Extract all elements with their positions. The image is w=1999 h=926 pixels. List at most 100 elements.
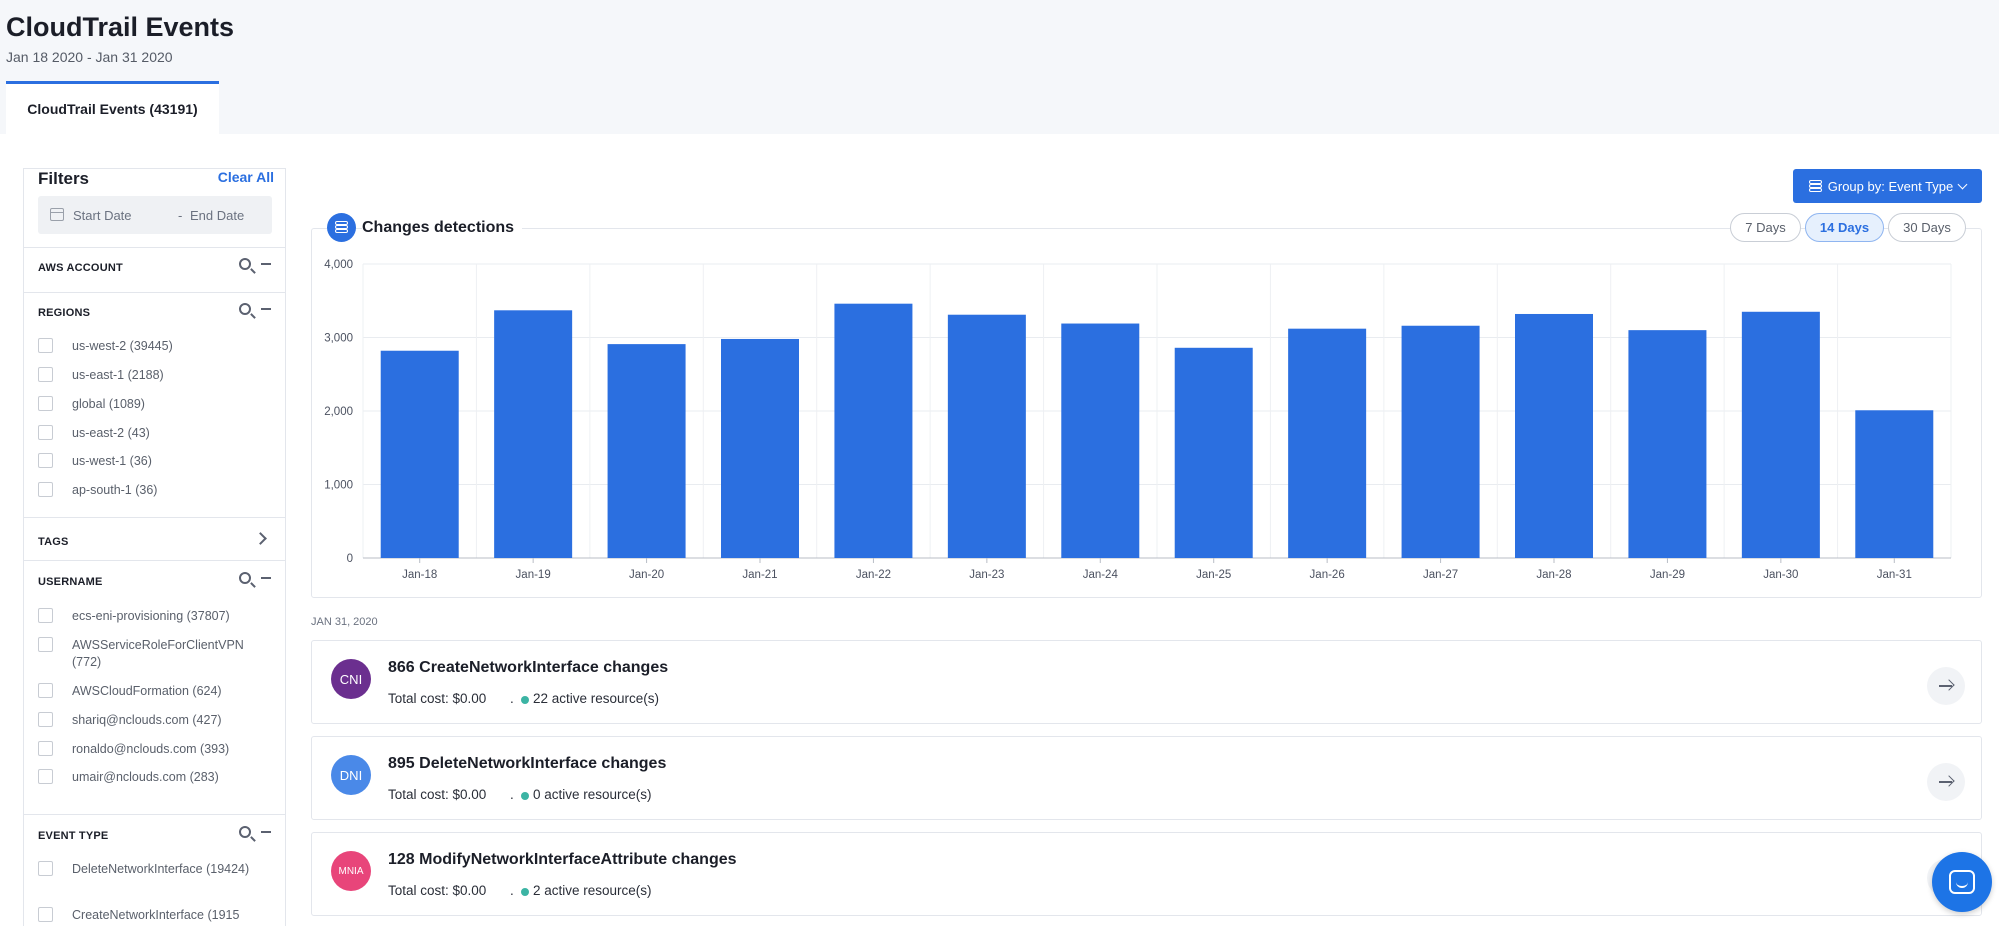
end-date-input[interactable]: End Date <box>190 208 245 223</box>
search-icon[interactable] <box>239 303 251 315</box>
event-card[interactable]: DNI 895 DeleteNetworkInterface changes T… <box>311 736 1982 820</box>
x-tick-label: Jan-21 <box>742 569 777 581</box>
chevron-right-icon[interactable] <box>254 532 267 545</box>
event-avatar: CNI <box>331 659 371 699</box>
bar <box>1741 311 1820 558</box>
checkbox[interactable] <box>38 637 53 652</box>
layers-icon <box>1808 179 1822 193</box>
event-resources: 0 active resource(s) <box>533 787 652 802</box>
section-tools <box>239 572 273 588</box>
event-cost: Total cost: $0.00 <box>388 883 487 898</box>
date-range-picker[interactable]: Start Date - End Date <box>38 196 272 234</box>
chat-launcher-button[interactable] <box>1932 852 1992 912</box>
arrow-right-icon <box>1939 781 1952 783</box>
filter-section-event-type: EVENT TYPE DeleteNetworkInterface (19424… <box>24 814 285 926</box>
event-card[interactable]: MNIA 128 ModifyNetworkInterfaceAttribute… <box>311 832 1982 916</box>
x-tick-label: Jan-18 <box>402 569 437 581</box>
x-tick-label: Jan-29 <box>1650 569 1685 581</box>
bar <box>494 310 573 558</box>
collapse-icon[interactable] <box>261 831 271 833</box>
event-avatar: MNIA <box>331 851 371 891</box>
checkbox[interactable] <box>38 683 53 698</box>
checkbox[interactable] <box>38 608 53 623</box>
bar <box>1855 410 1934 558</box>
date-separator: - <box>178 208 183 223</box>
x-tick-label: Jan-25 <box>1196 569 1231 581</box>
status-dot <box>521 888 529 896</box>
event-meta: Total cost: $0.00 . 2 active resource(s) <box>388 883 652 898</box>
events-date-heading: JAN 31, 2020 <box>311 616 378 628</box>
checkbox[interactable] <box>38 712 53 727</box>
bar <box>721 338 799 558</box>
x-tick-label: Jan-26 <box>1310 569 1345 581</box>
x-tick-label: Jan-28 <box>1536 569 1571 581</box>
tab-cloudtrail-events[interactable]: CloudTrail Events (43191) <box>6 81 219 134</box>
event-resources: 22 active resource(s) <box>533 691 660 706</box>
checkbox[interactable] <box>38 482 53 497</box>
checkbox[interactable] <box>38 861 53 876</box>
checkbox[interactable] <box>38 769 53 784</box>
meta-separator: . <box>510 787 514 802</box>
checkbox[interactable] <box>38 425 53 440</box>
meta-separator: . <box>510 691 514 706</box>
clear-all-link[interactable]: Clear All <box>217 169 274 185</box>
page-header: CloudTrail Events Jan 18 2020 - Jan 31 2… <box>0 0 1999 134</box>
range-7-days-button[interactable]: 7 Days <box>1730 213 1801 242</box>
event-title: 128 ModifyNetworkInterfaceAttribute chan… <box>388 851 737 868</box>
database-icon <box>327 213 356 242</box>
checkbox[interactable] <box>38 396 53 411</box>
start-date-input[interactable]: Start Date <box>73 208 132 223</box>
event-title: 895 DeleteNetworkInterface changes <box>388 755 667 772</box>
checkbox[interactable] <box>38 453 53 468</box>
filter-section-regions: REGIONS us-west-2 (39445) us-east-1 (218… <box>24 292 285 498</box>
range-14-days-button[interactable]: 14 Days <box>1805 213 1884 242</box>
collapse-icon[interactable] <box>261 308 271 310</box>
section-title: REGIONS <box>38 307 91 319</box>
y-tick-label: 0 <box>347 553 353 565</box>
bar <box>607 344 686 558</box>
open-event-button[interactable] <box>1927 763 1965 801</box>
event-cost: Total cost: $0.00 <box>388 787 487 802</box>
bar <box>1401 325 1480 558</box>
checkbox[interactable] <box>38 338 53 353</box>
collapse-icon[interactable] <box>261 577 271 579</box>
bar <box>1174 347 1253 558</box>
open-event-button[interactable] <box>1927 667 1965 705</box>
x-tick-label: Jan-23 <box>969 569 1004 581</box>
y-tick-label: 4,000 <box>324 259 353 271</box>
date-range-subtitle: Jan 18 2020 - Jan 31 2020 <box>6 49 173 65</box>
bar <box>1061 323 1140 558</box>
checkbox[interactable] <box>38 741 53 756</box>
event-card[interactable]: CNI 866 CreateNetworkInterface changes T… <box>311 640 1982 724</box>
y-tick-label: 2,000 <box>324 406 353 418</box>
group-by-label: Group by: Event Type <box>1827 178 1954 194</box>
group-by-button[interactable]: Group by: Event Type <box>1793 169 1982 203</box>
collapse-icon[interactable] <box>261 263 271 265</box>
bar <box>834 303 913 558</box>
checkbox[interactable] <box>38 367 53 382</box>
section-title: EVENT TYPE <box>38 830 109 842</box>
x-tick-label: Jan-24 <box>1083 569 1119 581</box>
section-tools <box>239 826 273 842</box>
search-icon[interactable] <box>239 258 251 270</box>
x-tick-label: Jan-19 <box>516 569 551 581</box>
event-resources: 2 active resource(s) <box>533 883 652 898</box>
filter-section-tags[interactable]: TAGS <box>24 517 285 560</box>
bar <box>1288 328 1367 558</box>
checkbox[interactable] <box>38 907 53 922</box>
filters-sidebar: Filters Clear All Start Date - End Date … <box>23 168 286 926</box>
range-30-days-button[interactable]: 30 Days <box>1888 213 1966 242</box>
calendar-icon <box>50 208 64 221</box>
section-title: AWS ACCOUNT <box>38 262 123 274</box>
status-dot <box>521 792 529 800</box>
x-tick-label: Jan-27 <box>1423 569 1458 581</box>
event-cost: Total cost: $0.00 <box>388 691 487 706</box>
event-meta: Total cost: $0.00 . 22 active resource(s… <box>388 691 659 706</box>
x-tick-label: Jan-31 <box>1877 569 1912 581</box>
search-icon[interactable] <box>239 572 251 584</box>
arrow-right-icon <box>1939 685 1952 687</box>
chart-title: Changes detections <box>362 219 523 237</box>
bar <box>1515 313 1593 558</box>
search-icon[interactable] <box>239 826 251 838</box>
bar-chart: 0 1,000 2,000 3,000 4,000 Jan-18 Jan-19 Jan-20 J… <box>324 259 1952 581</box>
